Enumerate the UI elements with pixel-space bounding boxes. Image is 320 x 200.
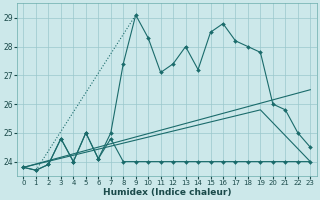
X-axis label: Humidex (Indice chaleur): Humidex (Indice chaleur) [103,188,231,197]
